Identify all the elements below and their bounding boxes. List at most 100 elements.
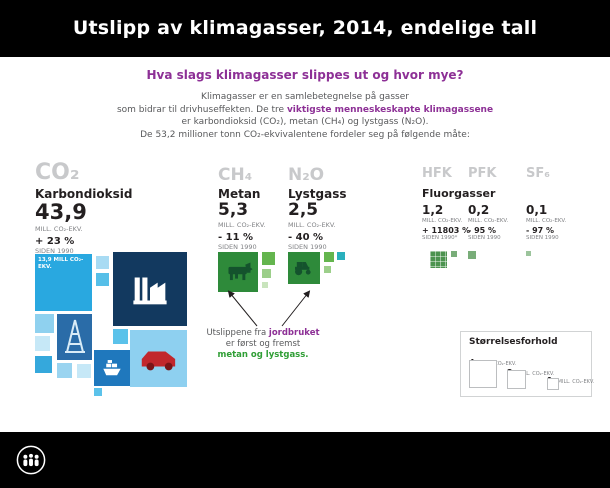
annotation-line-1-bold: jordbruket (268, 328, 320, 338)
legend-square-4 (469, 360, 497, 388)
sf6-change: - 97 % (526, 226, 555, 235)
legend-unit-1: MILL. CO₂-EKV. (557, 379, 595, 385)
pfk-change: - 95 % (468, 226, 497, 235)
co2-square-largest-label: 13,9 MILL CO₂-EKV. (38, 257, 84, 270)
ch4-square (262, 269, 271, 278)
intro-line-3: er karbondioksid (CO₂), metan (CH₄) og l… (181, 117, 429, 127)
ship-icon (103, 360, 121, 376)
co2-mosaic: 13,9 MILL CO₂-EKV. (35, 252, 187, 396)
co2-formula: CO₂ (35, 160, 80, 185)
n2o-mosaic (288, 252, 348, 288)
co2-square-shipping (94, 350, 130, 386)
intro-line-2: som bidrar til drivhuseffekten. De tre v… (0, 104, 610, 117)
car-icon (141, 350, 175, 370)
co2-since: SIDEN 1990 (35, 247, 74, 255)
n2o-value: 2,5 (288, 200, 319, 220)
hfk-since: SIDEN 1990* (422, 235, 458, 241)
co2-unit: MILL. CO₂-EKV. (35, 225, 83, 233)
ch4-name: Metan (218, 187, 261, 201)
hfk-unit: MILL. CO₂-EKV. (422, 218, 463, 224)
factory-icon (133, 277, 167, 305)
sf6-stat-block: 0,1 MILL. CO₂-EKV. - 97 % SIDEN 1990 (526, 203, 566, 241)
pfk-since: SIDEN 1990 (468, 235, 501, 241)
annotation-line-2: er først og fremst (225, 339, 301, 349)
co2-change: + 23 % (35, 236, 75, 247)
n2o-since: SIDEN 1990 (288, 243, 327, 251)
hfk-stat-block: 1,2 MILL. CO₂-EKV. + 11803 % SIDEN 1990* (422, 203, 470, 241)
ch4-square (262, 252, 275, 265)
size-legend-title: Størrelsesforhold (469, 337, 558, 347)
n2o-formula: N₂O (288, 165, 325, 185)
legend-square-1 (547, 378, 559, 390)
intro-line-2-pre: som bidrar til drivhuseffekten. De tre (116, 104, 287, 115)
ch4-mosaic (218, 252, 278, 296)
co2-square (96, 273, 109, 286)
co2-name: Karbondioksid (35, 187, 133, 201)
ch4-value: 5,3 (218, 200, 249, 220)
ch4-square-agriculture (218, 252, 258, 292)
oil-rig-icon (64, 319, 85, 353)
sf6-square (526, 251, 531, 256)
legend-square-2 (507, 370, 526, 389)
intro-line-4: De 53,2 millioner tonn CO₂-ekvivalentene… (140, 129, 470, 140)
co2-square (96, 256, 109, 269)
hfk-change: + 11803 % (422, 226, 471, 235)
n2o-unit: MILL. CO₂-EKV. (288, 221, 336, 229)
arrow-to-metan (227, 290, 258, 327)
intro-heading: Hva slags klimagasser slippes ut og hvor… (146, 68, 464, 82)
pfk-formula: PFK (468, 166, 497, 181)
ssb-logo-icon (16, 445, 46, 475)
tractor-icon (295, 262, 311, 276)
co2-value: 43,9 (35, 200, 87, 224)
hfk-square-small (451, 251, 457, 257)
n2o-change: - 40 % (288, 232, 324, 243)
ch4-stat-block: CH₄ Metan 5,3 MILL. CO₂-EKV. - 11 % SIDE… (218, 165, 266, 252)
n2o-square (324, 252, 334, 262)
co2-square (35, 336, 50, 351)
sf6-since: SIDEN 1990 (526, 235, 559, 241)
page-title: Utslipp av klimagasser, 2014, endelige t… (72, 17, 538, 39)
ch4-formula: CH₄ (218, 165, 253, 185)
ch4-since: SIDEN 1990 (218, 243, 257, 251)
co2-square (35, 356, 52, 373)
pfk-unit: MILL. CO₂-EKV. (468, 218, 509, 224)
fluor-group-name: Fluorgasser (422, 187, 496, 200)
annotation-line-3: metan og lystgass. (217, 350, 309, 360)
n2o-square (324, 266, 331, 273)
co2-square-road-traffic (130, 330, 187, 387)
co2-square (77, 364, 91, 378)
n2o-square (337, 252, 345, 260)
legend-unit-2: MILL. CO₂-EKV. (517, 371, 555, 377)
hfk-value: 1,2 (422, 203, 444, 217)
co2-square-oil (57, 314, 92, 360)
agriculture-arrows (227, 290, 311, 327)
sf6-value: 0,1 (526, 203, 548, 217)
cow-icon (228, 262, 253, 281)
ch4-square (262, 282, 268, 288)
arrow-to-lystgass (281, 290, 311, 327)
ch4-change: - 11 % (218, 232, 254, 243)
pfk-square (468, 251, 476, 259)
agriculture-annotation: Utslippene fra jordbruket er først og fr… (198, 328, 328, 361)
co2-square-industry (113, 252, 187, 326)
co2-square (113, 329, 128, 344)
sf6-unit: MILL. CO₂-EKV. (526, 218, 567, 224)
annotation-line-1-pre: Utslippene fra (206, 328, 269, 338)
n2o-stat-block: N₂O Lystgass 2,5 MILL. CO₂-EKV. - 40 % S… (288, 165, 347, 252)
sf6-formula: SF₆ (526, 166, 550, 181)
co2-square-largest: 13,9 MILL CO₂-EKV. (35, 254, 92, 311)
co2-square (35, 314, 54, 333)
pfk-value: 0,2 (468, 203, 490, 217)
co2-stat-block: CO₂ Karbondioksid 43,9 MILL. CO₂-EKV. + … (35, 160, 133, 256)
annotation-line-1: Utslippene fra jordbruket (198, 328, 328, 339)
hfk-square (430, 251, 447, 268)
intro-line-2-bold: viktigste menneskeskapte klimagassene (286, 104, 494, 115)
footer-bar: Statistisk sentralbyrå Statistics Norway… (0, 432, 610, 488)
ch4-unit: MILL. CO₂-EKV. (218, 221, 266, 229)
n2o-square-agriculture (288, 252, 320, 284)
size-legend: Størrelsesforhold 4 MILL. CO₂-EKV. 2 MIL… (460, 331, 595, 397)
legend-unit-4: MILL. CO₂-EKV. (479, 361, 517, 367)
co2-square (57, 363, 72, 378)
intro-paragraph: Klimagasser er en samlebetegnelse på gas… (0, 91, 610, 141)
n2o-name: Lystgass (288, 187, 347, 201)
